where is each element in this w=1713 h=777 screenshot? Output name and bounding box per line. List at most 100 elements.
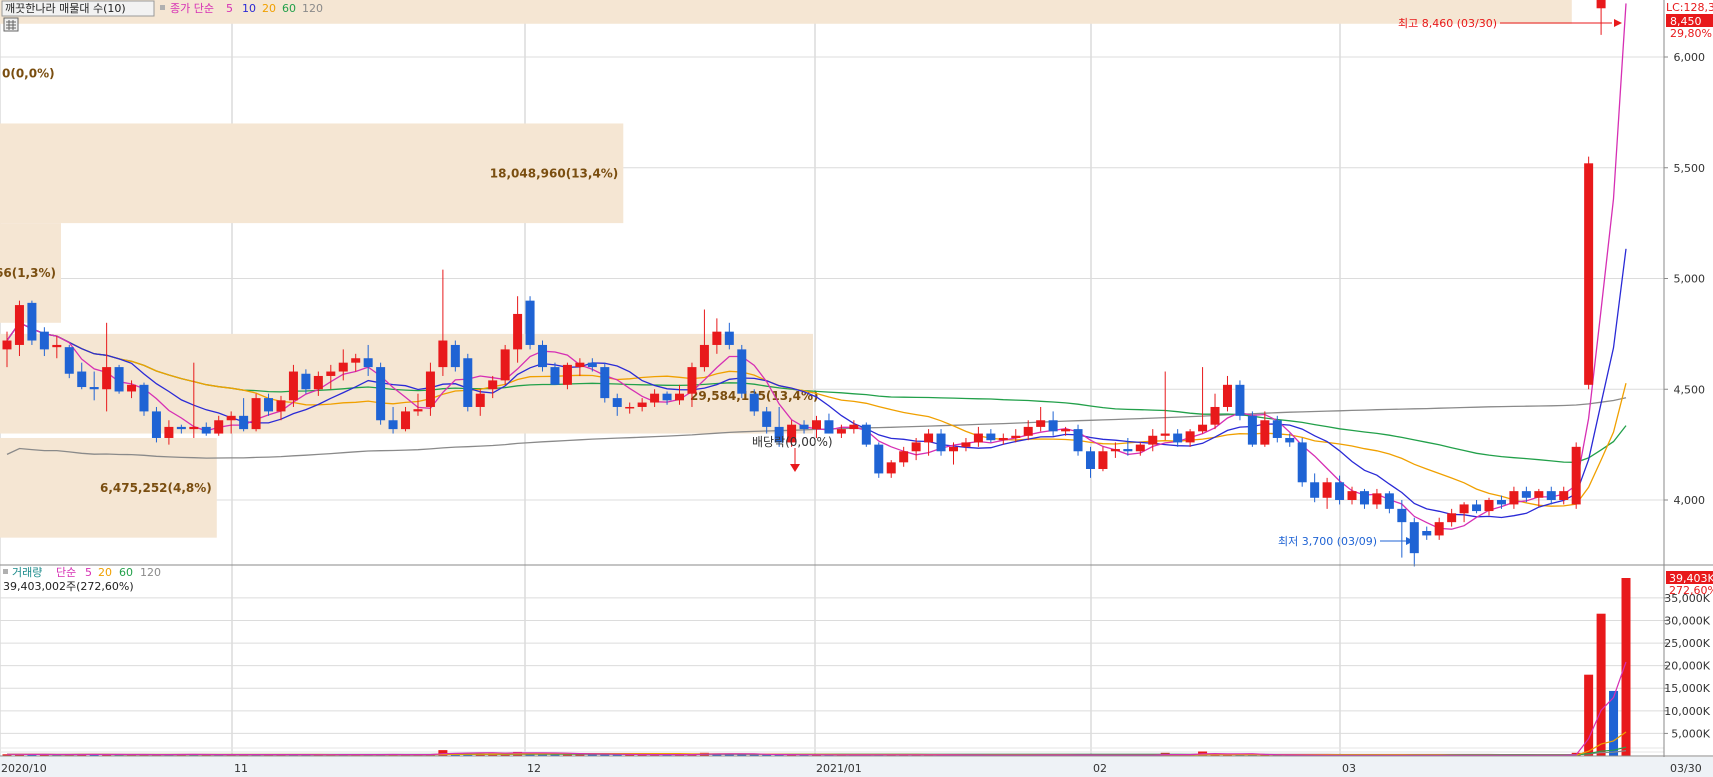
- candle: [712, 318, 722, 354]
- candle-body: [2, 340, 12, 350]
- volume-bar: [1260, 754, 1270, 756]
- ma10-line: [6, 248, 1627, 519]
- candle-body: [899, 451, 909, 463]
- candle-body: [1372, 493, 1382, 505]
- candle: [1584, 156, 1594, 390]
- candle-body: [214, 420, 224, 434]
- volume-bar: [438, 750, 448, 756]
- candle: [264, 393, 274, 416]
- candle: [924, 429, 934, 456]
- candle: [562, 362, 572, 390]
- candle-body: [675, 393, 685, 401]
- candle-body: [1546, 491, 1556, 500]
- volume-ma-prefix[interactable]: 단순: [56, 566, 76, 579]
- volume-bar: [675, 754, 685, 756]
- candle: [151, 406, 161, 443]
- settings-icon[interactable]: [3, 17, 19, 32]
- candle-body: [762, 411, 772, 427]
- volume-bar: [612, 754, 622, 756]
- candle: [986, 429, 996, 443]
- candle-body: [1061, 429, 1071, 432]
- volume-bar: [39, 754, 49, 756]
- volume-bar: [127, 754, 137, 756]
- candle: [1546, 486, 1556, 505]
- candle-body: [239, 415, 249, 430]
- candle-body: [1571, 446, 1581, 505]
- candle-body: [388, 420, 398, 430]
- candle: [699, 309, 709, 372]
- candle-body: [264, 398, 274, 412]
- volume-indicator-label[interactable]: 거래량: [12, 566, 42, 579]
- volume-tick-label: 20,000K: [1664, 660, 1710, 673]
- candle: [500, 344, 510, 385]
- candle-body: [1148, 435, 1158, 445]
- candle: [650, 389, 660, 407]
- candle: [911, 437, 921, 461]
- candle: [1148, 429, 1158, 452]
- candle: [89, 371, 99, 401]
- volume-legend: 거래량 단순 5 20 60 120 39,403,002주(272,60%): [3, 566, 161, 593]
- candle-body: [1534, 491, 1544, 498]
- candle: [762, 406, 772, 434]
- volume-bar: [575, 754, 585, 756]
- candle: [1048, 411, 1058, 436]
- candle-body: [438, 340, 448, 368]
- candle: [1247, 411, 1257, 447]
- ma20-label: 20: [262, 2, 276, 15]
- candle: [52, 336, 62, 359]
- profile-band: [0, 123, 624, 224]
- candle: [326, 364, 336, 390]
- volume-bar: [562, 753, 572, 756]
- candle: [239, 398, 249, 432]
- candle-body: [52, 344, 62, 348]
- profile-label: 0(0,0%): [2, 67, 55, 81]
- candle-body: [924, 433, 934, 443]
- candle: [1085, 446, 1095, 478]
- x-tick-label: 2021/01: [816, 762, 862, 775]
- ma-prefix[interactable]: 종가 단순: [170, 2, 214, 15]
- candle: [214, 415, 224, 436]
- volume-bar: [1247, 754, 1257, 756]
- last-price-badge: 8,450: [1670, 15, 1702, 28]
- volume-bar: [625, 754, 635, 756]
- dividend-marker-head: [790, 464, 800, 472]
- candle-body: [911, 442, 921, 452]
- candle-body: [1359, 491, 1369, 505]
- candle-body: [1459, 504, 1469, 514]
- candle: [2, 331, 12, 368]
- candle-body: [687, 367, 697, 394]
- candle: [886, 460, 896, 478]
- candle-body: [737, 349, 747, 394]
- candle-body: [500, 349, 510, 381]
- candle: [488, 375, 498, 399]
- x-tick-label: 12: [527, 762, 541, 775]
- price-indicator-label[interactable]: 깨끗한나라 매물대 수(10): [5, 2, 126, 15]
- candle-body: [1584, 163, 1594, 385]
- price-tick-label: 6,000: [1674, 51, 1706, 64]
- volume-bar: [239, 754, 249, 756]
- price-tick-label: 5,000: [1674, 273, 1706, 286]
- candles: [2, 0, 1622, 567]
- candle-body: [77, 371, 87, 388]
- candle: [1534, 488, 1544, 507]
- volume-bar: [301, 754, 311, 756]
- candle-body: [1335, 482, 1345, 500]
- candle: [1347, 486, 1357, 505]
- candle-body: [1596, 0, 1606, 9]
- candle-body: [699, 344, 709, 368]
- volume-bar: [1621, 578, 1631, 756]
- volume-tick-label: 35,000K: [1664, 592, 1710, 605]
- candle: [39, 327, 49, 357]
- candle-body: [226, 415, 236, 421]
- candle: [1559, 486, 1569, 505]
- candle: [1335, 475, 1345, 505]
- candle: [1447, 508, 1457, 527]
- x-axis-band: [0, 757, 1713, 777]
- candle-body: [1285, 437, 1295, 443]
- profile-band: [0, 0, 1572, 24]
- candle: [849, 420, 859, 434]
- candle: [438, 269, 448, 376]
- candle: [1484, 497, 1494, 516]
- candle-body: [1123, 449, 1133, 452]
